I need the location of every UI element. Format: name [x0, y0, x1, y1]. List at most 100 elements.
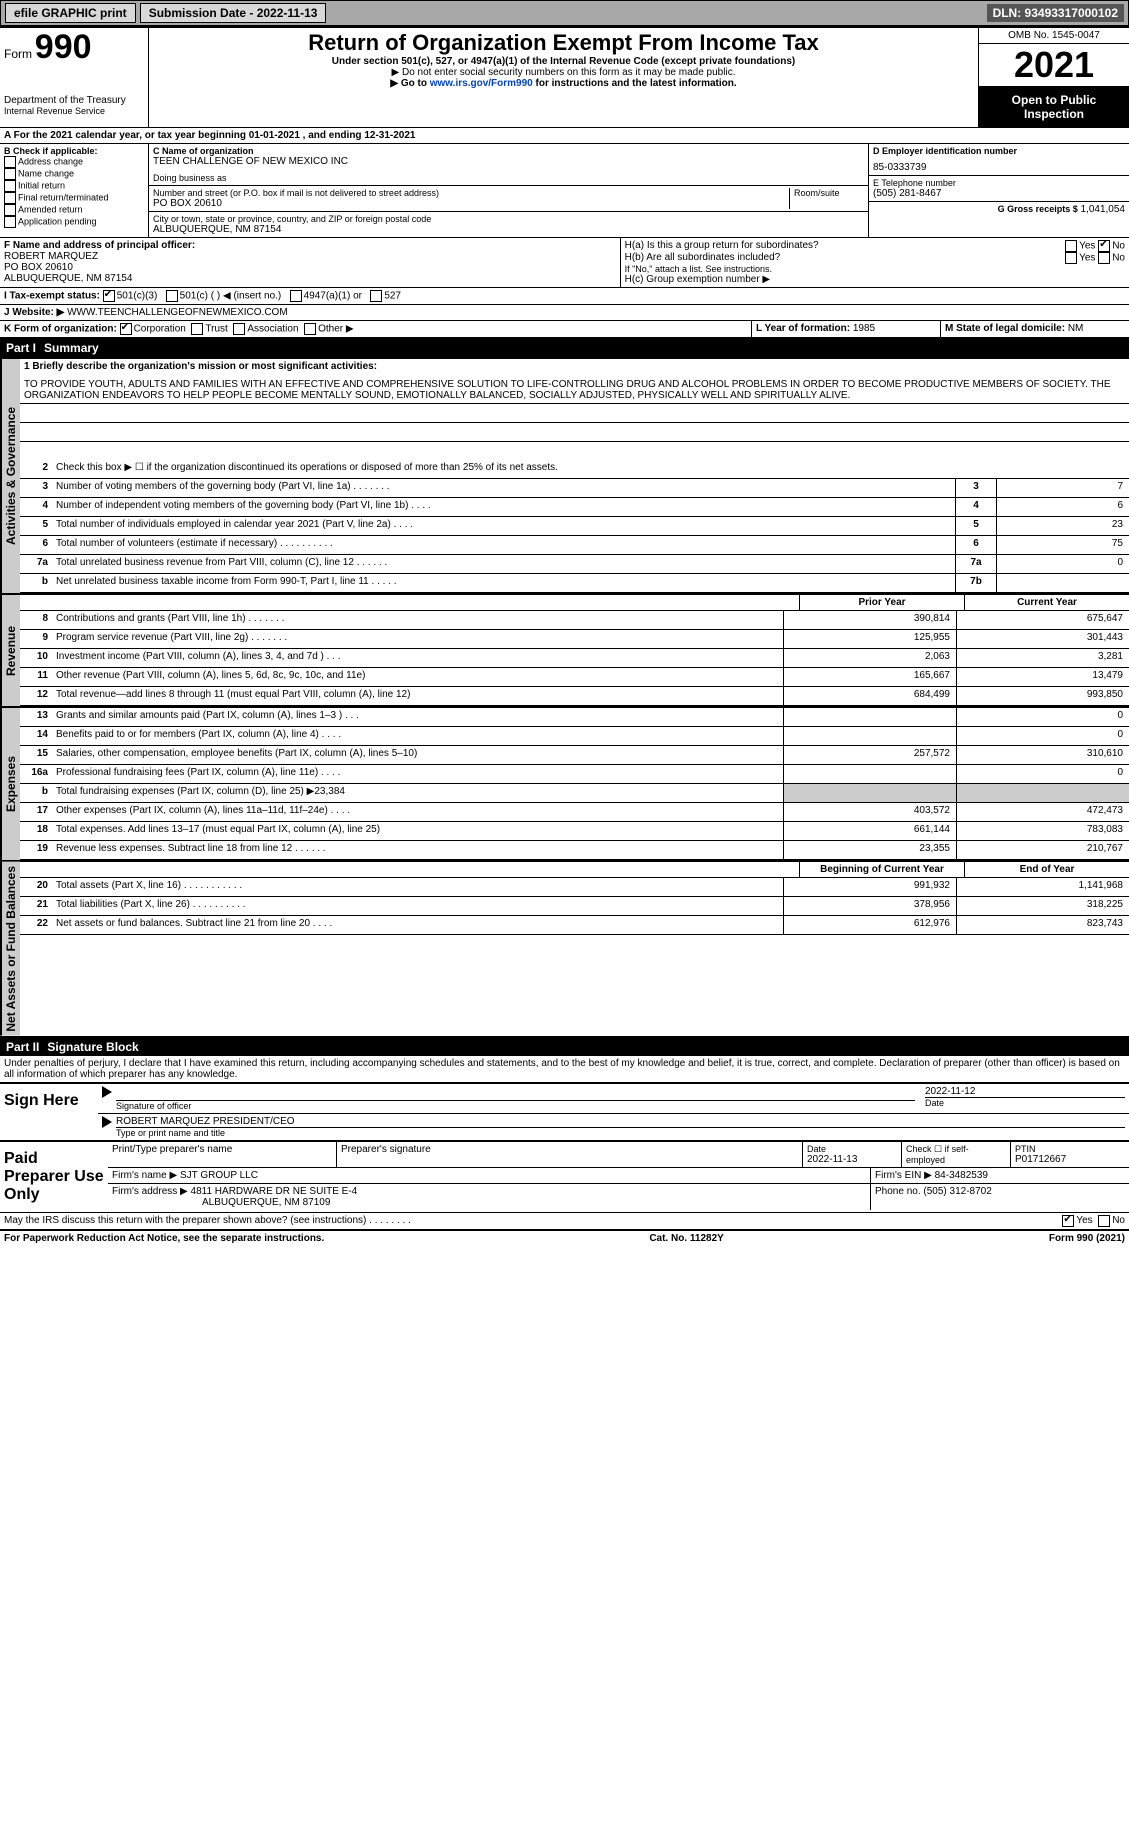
discuss-no[interactable] [1098, 1215, 1110, 1227]
line-num: 9 [20, 630, 52, 648]
paid-preparer-label: Paid Preparer Use Only [0, 1142, 108, 1212]
page-footer: For Paperwork Reduction Act Notice, see … [0, 1229, 1129, 1246]
discuss-yes-label: Yes [1076, 1215, 1092, 1227]
irs-link[interactable]: www.irs.gov/Form990 [430, 78, 533, 89]
data-line-22: 22Net assets or fund balances. Subtract … [20, 916, 1129, 935]
check-applicable-label: B Check if applicable: [4, 146, 144, 156]
part-i-title: Summary [44, 341, 99, 355]
data-line-11: 11Other revenue (Part VIII, column (A), … [20, 668, 1129, 687]
entity-block: B Check if applicable: Address change Na… [0, 143, 1129, 237]
prior-val: 991,932 [783, 878, 956, 896]
cb-address-change[interactable] [4, 156, 16, 168]
current-val: 472,473 [956, 803, 1129, 821]
cb-name-change[interactable] [4, 168, 16, 180]
current-val [956, 784, 1129, 802]
city-value: ALBUQUERQUE, NM 87154 [153, 224, 864, 235]
irs-discuss-row: May the IRS discuss this return with the… [0, 1212, 1129, 1229]
officer-group-row: F Name and address of principal officer:… [0, 237, 1129, 287]
current-val: 3,281 [956, 649, 1129, 667]
line-text: Number of voting members of the governin… [52, 479, 955, 497]
current-year-header: Current Year [964, 595, 1129, 610]
current-val: 310,610 [956, 746, 1129, 764]
line-num: 6 [20, 536, 52, 554]
line-box: 7b [955, 574, 996, 592]
hb-no[interactable] [1098, 252, 1110, 264]
ein-label: D Employer identification number [873, 146, 1125, 156]
opt-4947: 4947(a)(1) or [304, 291, 362, 302]
prep-date-value: 2022-11-13 [807, 1154, 897, 1165]
prior-val: 378,956 [783, 897, 956, 915]
opt-other: Other ▶ [318, 324, 353, 335]
line-text: Benefits paid to or for members (Part IX… [52, 727, 783, 745]
ha-no[interactable] [1098, 240, 1110, 252]
submission-date-button[interactable]: Submission Date - 2022-11-13 [140, 3, 327, 23]
line-num: 16a [20, 765, 52, 783]
discuss-no-label: No [1112, 1215, 1125, 1227]
current-val: 301,443 [956, 630, 1129, 648]
line-val: 7 [996, 479, 1129, 497]
mission-blank-1 [20, 404, 1129, 423]
line-text: Total unrelated business revenue from Pa… [52, 555, 955, 573]
data-line-17: 17Other expenses (Part IX, column (A), l… [20, 803, 1129, 822]
current-val: 675,647 [956, 611, 1129, 629]
efile-print-button[interactable]: efile GRAPHIC print [5, 3, 136, 23]
hb-no-label: No [1112, 253, 1125, 264]
penalty-statement: Under penalties of perjury, I declare th… [0, 1056, 1129, 1082]
line-box: 5 [955, 517, 996, 535]
ha-yes[interactable] [1065, 240, 1077, 252]
line-text: Total liabilities (Part X, line 26) . . … [52, 897, 783, 915]
line-text: Net assets or fund balances. Subtract li… [52, 916, 783, 934]
cb-527[interactable] [370, 290, 382, 302]
current-val: 993,850 [956, 687, 1129, 705]
line-val: 6 [996, 498, 1129, 516]
cb-final-return[interactable] [4, 192, 16, 204]
line-num: 15 [20, 746, 52, 764]
prior-val: 684,499 [783, 687, 956, 705]
line-num: 18 [20, 822, 52, 840]
line-num: 22 [20, 916, 52, 934]
prior-val: 612,976 [783, 916, 956, 934]
cb-corp[interactable] [120, 323, 132, 335]
sig-date: 2022-11-12 [925, 1086, 1125, 1098]
sig-name-over: Type or print name and title [116, 1128, 1125, 1138]
part-i-header: Part I Summary [0, 339, 1129, 357]
ptin-label: PTIN [1015, 1144, 1125, 1154]
form-prefix: Form [4, 47, 32, 61]
line-text: Contributions and grants (Part VIII, lin… [52, 611, 783, 629]
cb-other[interactable] [304, 323, 316, 335]
omb-number: OMB No. 1545-0047 [979, 28, 1129, 44]
netassets-section: Net Assets or Fund Balances Beginning of… [0, 860, 1129, 1038]
cb-assoc[interactable] [233, 323, 245, 335]
hb-yes[interactable] [1065, 252, 1077, 264]
cb-app-pending[interactable] [4, 216, 16, 228]
line-num: b [20, 784, 52, 802]
prep-selfemp: Check ☐ if self-employed [902, 1142, 1011, 1167]
hb-note: If "No," attach a list. See instructions… [625, 264, 1125, 274]
cb-initial-return[interactable] [4, 180, 16, 192]
line-text: Investment income (Part VIII, column (A)… [52, 649, 783, 667]
phone-label: E Telephone number [873, 178, 1125, 188]
line-box: 7a [955, 555, 996, 573]
mission-text: TO PROVIDE YOUTH, ADULTS AND FAMILIES WI… [20, 377, 1129, 404]
cb-501c[interactable] [166, 290, 178, 302]
part-i-label: Part I [6, 341, 36, 355]
signature-block: Sign Here Signature of officer 2022-11-1… [0, 1082, 1129, 1140]
officer-city: ALBUQUERQUE, NM 87154 [4, 273, 616, 284]
discuss-yes[interactable] [1062, 1215, 1074, 1227]
mission-prompt: 1 Briefly describe the organization's mi… [20, 359, 1129, 377]
current-val: 318,225 [956, 897, 1129, 915]
line-text: Total revenue—add lines 8 through 11 (mu… [52, 687, 783, 705]
arrow-icon [102, 1086, 112, 1098]
return-subtitle: Under section 501(c), 527, or 4947(a)(1)… [157, 56, 970, 67]
line-num: 11 [20, 668, 52, 686]
cb-trust[interactable] [191, 323, 203, 335]
prior-val [783, 784, 956, 802]
hb-label: H(b) Are all subordinates included? [625, 252, 1066, 264]
opt-501c3: 501(c)(3) [117, 291, 158, 302]
gov-line-4: 4Number of independent voting members of… [20, 498, 1129, 517]
cb-amended[interactable] [4, 204, 16, 216]
cb-initial-return-label: Initial return [18, 180, 65, 190]
begin-year-header: Beginning of Current Year [799, 862, 964, 877]
cb-4947[interactable] [290, 290, 302, 302]
cb-501c3[interactable] [103, 290, 115, 302]
